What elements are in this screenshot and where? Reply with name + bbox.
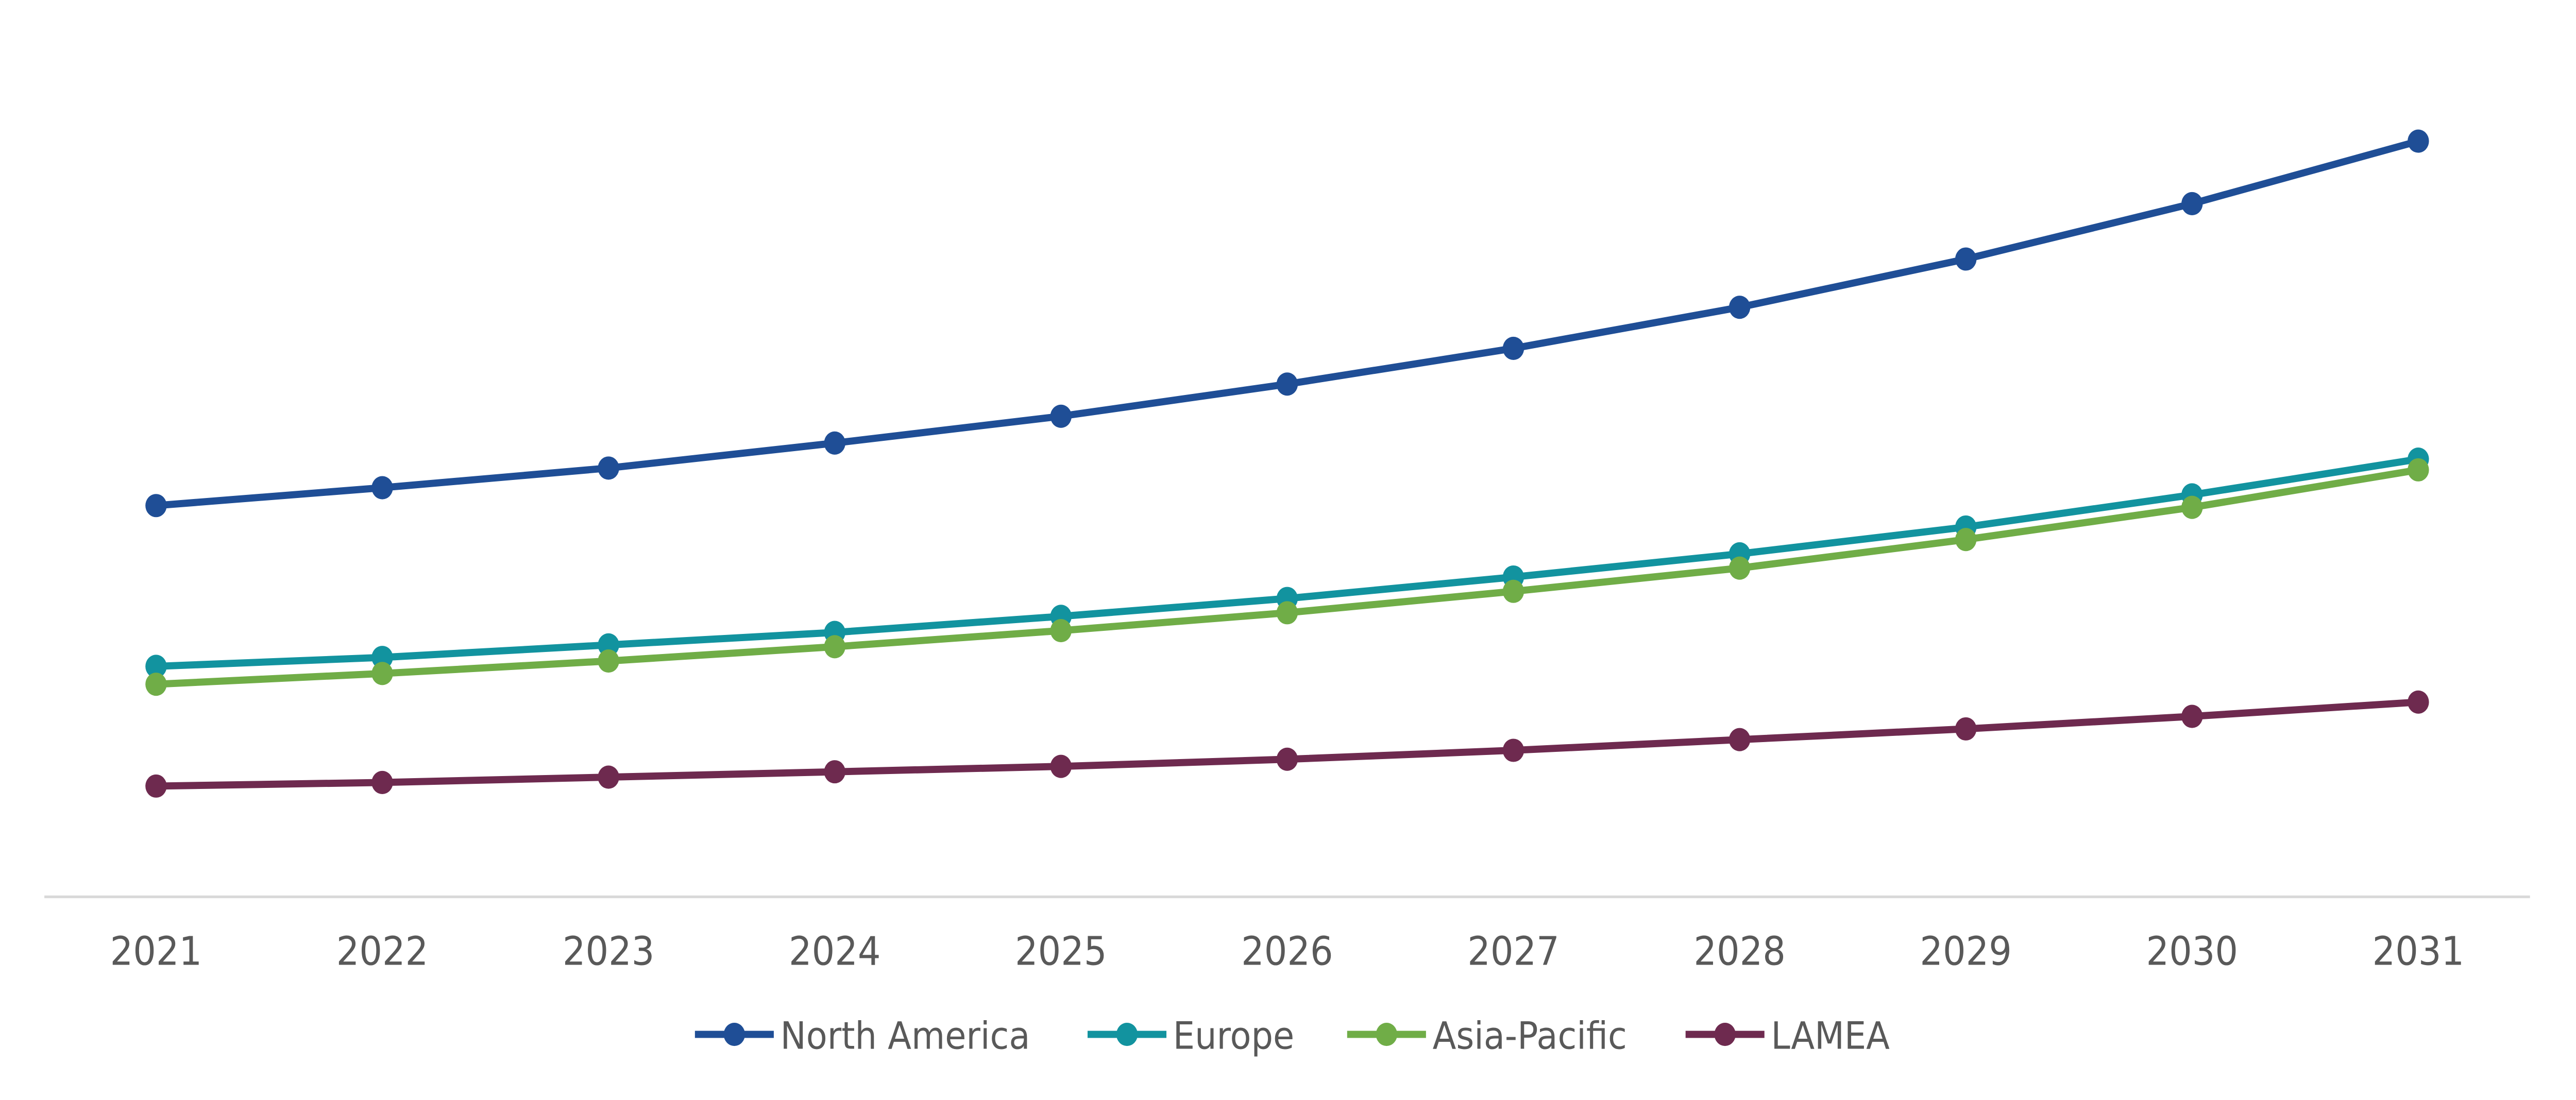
- x-tick-label: 2030: [2146, 929, 2239, 974]
- data-point: [1955, 717, 1977, 741]
- data-point: [598, 456, 619, 480]
- x-tick-label: 2023: [563, 929, 655, 974]
- legend-marker-icon: [1714, 1023, 1736, 1046]
- data-point: [145, 774, 167, 798]
- x-tick-label: 2025: [1015, 929, 1107, 974]
- data-point: [1050, 404, 1072, 428]
- data-point: [1050, 619, 1072, 643]
- data-point: [1502, 336, 1524, 360]
- data-point: [371, 646, 393, 669]
- data-point: [1502, 579, 1524, 603]
- series-lamea: [145, 690, 2429, 798]
- data-point: [1502, 738, 1524, 762]
- series-line: [156, 698, 2419, 790]
- legend-label: LAMEA: [1771, 1015, 1890, 1058]
- data-point: [371, 770, 393, 794]
- x-tick-label: 2028: [1693, 929, 1786, 974]
- data-point: [1276, 601, 1298, 625]
- x-tick-label: 2031: [2372, 929, 2465, 974]
- legend-item: Europe: [1087, 1015, 1294, 1058]
- data-point: [598, 765, 619, 789]
- data-point: [598, 633, 619, 657]
- data-point: [145, 673, 167, 696]
- legend-label: Europe: [1173, 1015, 1294, 1058]
- data-point: [1955, 528, 1977, 552]
- data-point: [1728, 556, 1751, 580]
- series-north-america: [145, 129, 2429, 518]
- data-point: [145, 655, 167, 678]
- data-point: [598, 649, 619, 673]
- data-point: [824, 635, 845, 659]
- data-point: [824, 760, 845, 784]
- data-point: [1728, 728, 1751, 751]
- series-line: [156, 455, 2419, 670]
- data-point: [2408, 690, 2429, 714]
- data-point: [1276, 372, 1298, 396]
- x-tick-label: 2026: [1241, 929, 1333, 974]
- data-point: [1050, 754, 1072, 778]
- data-point: [2408, 458, 2429, 482]
- data-point: [2181, 192, 2203, 216]
- x-tick-label: 2021: [110, 929, 202, 974]
- legend-marker-icon: [723, 1023, 745, 1046]
- series-line: [156, 138, 2419, 509]
- x-tick-label: 2029: [1920, 929, 2012, 974]
- legend-marker-icon: [1376, 1023, 1398, 1046]
- data-point: [2408, 129, 2429, 153]
- x-tick-label: 2024: [789, 929, 881, 974]
- x-tick-label: 2027: [1467, 929, 1560, 974]
- data-point: [371, 476, 393, 500]
- data-point: [371, 662, 393, 685]
- series-asia-pacific: [145, 458, 2429, 696]
- legend-marker-icon: [1116, 1023, 1138, 1046]
- legend-item: Asia-Pacific: [1347, 1015, 1627, 1058]
- data-point: [1728, 296, 1751, 319]
- data-point: [2181, 495, 2203, 519]
- legend-label: Asia-Pacific: [1433, 1015, 1627, 1058]
- data-point: [2181, 704, 2203, 728]
- legend-item: LAMEA: [1685, 1015, 1890, 1058]
- data-point: [824, 431, 845, 455]
- data-point: [1955, 247, 1977, 271]
- legend-item: North America: [694, 1015, 1030, 1058]
- legend-label: North America: [781, 1015, 1030, 1058]
- x-tick-label: 2022: [336, 929, 429, 974]
- data-point: [1276, 747, 1298, 771]
- data-point: [145, 494, 167, 518]
